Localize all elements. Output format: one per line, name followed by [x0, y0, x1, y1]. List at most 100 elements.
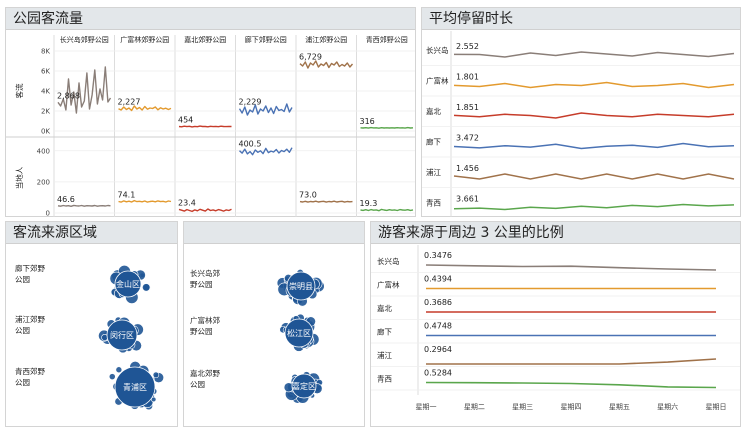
source-park-label: 嘉北郊野 [190, 368, 220, 378]
data-label-0-0: 2,868 [57, 91, 80, 100]
duration-value-2: 1.851 [456, 103, 479, 112]
ratio-value-4: 0.2964 [424, 345, 452, 354]
district-label: 松江区 [287, 328, 311, 338]
bubble-main [114, 366, 156, 408]
series-line-0-1 [118, 105, 172, 112]
y-tick-label: 8K [41, 48, 50, 56]
duration-value-4: 1.456 [456, 164, 479, 173]
column-header-3: 廊下郊野公园 [245, 35, 287, 44]
ratio-panel: 游客来源于周边 3 公里的比例 长兴岛 0.3476 广富林 0.4394 嘉北 0.36… [370, 221, 741, 427]
column-header-1: 广富林郊野公园 [120, 35, 169, 44]
data-label-0-2: 454 [178, 115, 193, 124]
y-tick-label: 6K [41, 68, 50, 76]
traffic-panel: 公园客流量 长兴岛郊野公园 广富林郊野公园 嘉北郊野公园 廊下郊野公园 浦江郊野公园 青西… [5, 7, 416, 217]
duration-value-1: 1.801 [456, 73, 479, 82]
series-line-0-4 [299, 60, 354, 69]
bubble-main [284, 318, 314, 348]
data-label-0-5: 316 [360, 117, 375, 126]
ratio-panel-title: 游客来源于周边 3 公里的比例 [371, 222, 740, 244]
series-line-1-2 [178, 208, 232, 213]
duration-row-label-1: 广富林 [426, 76, 449, 86]
duration-line-5 [453, 203, 735, 211]
source-panel-title: 客流来源区域 [6, 222, 177, 244]
bubble-small [150, 396, 157, 403]
y-tick-label: 200 [37, 178, 50, 186]
series-line-1-3 [239, 147, 293, 156]
series-line-0-5 [360, 126, 414, 129]
duration-line-3 [453, 142, 735, 150]
duration-row-label-5: 青西 [426, 198, 441, 208]
duration-panel-title: 平均停留时长 [422, 8, 740, 30]
duration-row-label-3: 廊下 [426, 137, 441, 147]
ratio-line-0 [425, 264, 717, 271]
source-park-label: 野公园 [190, 280, 213, 289]
duration-value-0: 2.552 [456, 42, 479, 51]
duration-line-2 [453, 112, 735, 119]
data-label-0-3: 2,229 [239, 98, 262, 107]
ratio-value-2: 0.3686 [424, 298, 452, 307]
row-ylabel-0: 客流 [14, 83, 24, 98]
duration-line-4 [453, 173, 735, 180]
district-label: 青浦区 [123, 382, 147, 392]
district-label: 金山区 [116, 279, 140, 289]
series-line-1-5 [360, 208, 414, 212]
source-panel-right [183, 221, 365, 427]
column-header-2: 嘉北郊野公园 [184, 35, 226, 44]
ratio-row-label-2: 嘉北 [377, 303, 392, 313]
column-header-5: 青西郊野公园 [366, 35, 408, 44]
duration-value-3: 3.472 [456, 134, 479, 143]
source-park-label: 公园 [190, 380, 205, 389]
duration-row-label-2: 嘉北 [426, 106, 441, 116]
source-panel-left: 客流来源区域 [5, 221, 178, 427]
traffic-panel-title: 公园客流量 [6, 8, 415, 30]
duration-line-0 [453, 51, 735, 58]
ratio-value-5: 0.5284 [424, 369, 452, 378]
source-park-label: 公园 [15, 378, 30, 387]
source-park-label: 廊下郊野 [15, 263, 45, 273]
traffic-chart: 长兴岛郊野公园 广富林郊野公园 嘉北郊野公园 廊下郊野公园 浦江郊野公园 青西郊野公园客流… [6, 35, 415, 217]
bubble-small [108, 373, 116, 381]
district-label: 嘉定区 [292, 381, 316, 391]
ratio-line-4 [426, 358, 717, 365]
bubble-small [142, 283, 151, 292]
ratio-row-label-1: 广富林 [377, 280, 400, 290]
data-label-1-1: 74.1 [118, 190, 136, 199]
bubble-main [114, 270, 142, 298]
y-tick-label: 0K [41, 128, 50, 136]
series-line-0-3 [238, 103, 293, 116]
ratio-row-label-5: 青西 [377, 374, 392, 384]
column-header-4: 浦江郊野公园 [305, 35, 347, 44]
series-line-1-0 [57, 204, 111, 208]
x-tick-label-3: 星期四 [561, 403, 582, 411]
source-panel-title-blank [184, 222, 364, 244]
duration-chart: 长兴岛 2.552 广富林 1.801 嘉北 1.851 廊下 3.472 浦江 1.456 青西 3… [422, 31, 740, 217]
x-tick-label-2: 星期三 [512, 403, 533, 411]
x-tick-label-5: 星期六 [657, 402, 678, 411]
ratio-row-label-0: 长兴岛 [377, 256, 400, 266]
x-tick-label-1: 星期二 [464, 403, 485, 411]
bubble-small [152, 371, 160, 379]
data-label-0-4: 6,729 [299, 53, 322, 62]
y-tick-label: 400 [37, 147, 50, 155]
ratio-value-1: 0.4394 [424, 275, 452, 284]
column-header-0: 长兴岛郊野公园 [60, 35, 109, 44]
source-park-label: 长兴岛郊 [190, 268, 220, 278]
data-label-1-5: 19.3 [360, 199, 378, 208]
x-tick-label-4: 星期五 [609, 403, 630, 411]
data-label-1-2: 23.4 [178, 198, 196, 207]
x-tick-label-0: 星期一 [416, 403, 437, 411]
bubble-main [291, 373, 317, 399]
district-label: 闵行区 [110, 330, 134, 340]
district-label: 崇明县 [289, 282, 313, 291]
duration-row-label-4: 浦江 [426, 167, 441, 177]
source-park-label: 浦江郊野 [15, 314, 45, 324]
ratio-row-label-4: 浦江 [377, 350, 392, 360]
bubble-main [286, 271, 316, 301]
source-park-label: 公园 [15, 326, 30, 335]
ratio-value-0: 0.3476 [424, 251, 452, 260]
ratio-row-label-3: 廊下 [377, 327, 392, 337]
series-line-1-1 [118, 199, 172, 203]
series-line-0-2 [178, 125, 232, 128]
data-label-1-3: 400.5 [239, 140, 262, 149]
duration-row-label-0: 长兴岛 [426, 45, 449, 55]
